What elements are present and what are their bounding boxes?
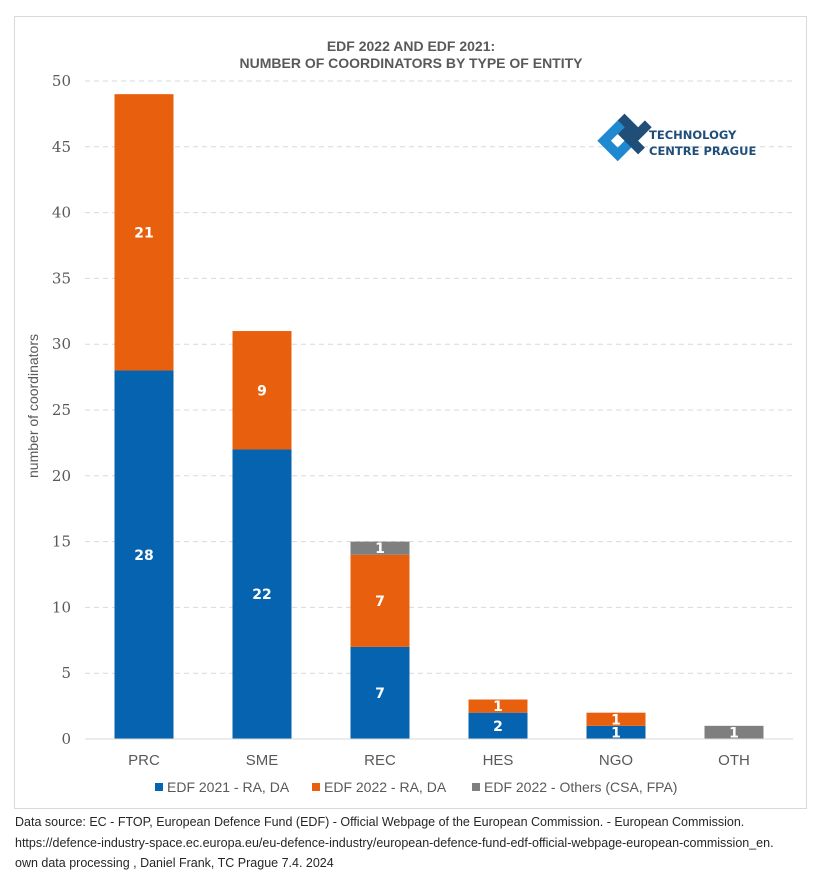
data-label: 9 [257, 383, 267, 399]
data-label: 1 [611, 725, 621, 741]
bar-segment-sme-series-0 [232, 449, 292, 739]
legend-label: EDF 2022 - Others (CSA, FPA) [484, 779, 677, 795]
data-label: 21 [134, 225, 153, 241]
legend-swatch [312, 783, 320, 791]
gridlines [85, 80, 793, 674]
y-tick-label: 10 [52, 598, 71, 616]
bar-segment-ngo-series-1 [586, 712, 646, 726]
y-tick-label: 50 [52, 72, 71, 90]
y-tick-label: 45 [52, 138, 71, 156]
chart: EDF 2022 AND EDF 2021: NUMBER OF COORDIN… [25, 38, 793, 795]
data-label: 1 [375, 541, 385, 557]
legend-swatch [472, 783, 480, 791]
x-tick-label: OTH [718, 752, 750, 769]
data-label: 2 [493, 719, 503, 735]
data-label: 22 [252, 587, 271, 603]
legend-label: EDF 2022 - RA, DA [324, 779, 447, 795]
bar-segment-sme-series-1 [232, 331, 292, 450]
bar-segment-oth-series-2 [704, 725, 764, 739]
x-tick-label: HES [483, 752, 514, 769]
data-label: 1 [611, 712, 621, 728]
bar-segment-rec-series-1 [350, 554, 410, 647]
logo: TECHNOLOGY CENTRE PRAGUE [597, 113, 756, 162]
legend-item: EDF 2022 - Others (CSA, FPA) [472, 779, 677, 795]
y-axis-ticks: 0 5 10 15 20 25 30 35 40 45 50 [52, 72, 71, 748]
y-axis-label: number of coordinators [25, 334, 41, 478]
chart-frame: EDF 2022 AND EDF 2021: NUMBER OF COORDIN… [14, 16, 807, 809]
y-tick-label: 0 [61, 730, 71, 748]
y-tick-label: 30 [52, 335, 71, 353]
legend: EDF 2021 - RA, DA EDF 2022 - RA, DA EDF 20… [155, 779, 677, 795]
data-label: 28 [134, 548, 153, 564]
bar-segment-hes-series-1 [468, 699, 528, 713]
y-tick-label: 5 [61, 664, 71, 682]
source-line-1: Data source: EC - FTOP, European Defence… [15, 815, 745, 829]
y-tick-label: 25 [52, 401, 71, 419]
x-tick-label: SME [246, 752, 279, 769]
bar-segment-rec-series-0 [350, 646, 410, 739]
y-tick-label: 35 [52, 269, 71, 287]
y-tick-label: 15 [52, 533, 71, 551]
x-tick-label: PRC [128, 752, 160, 769]
x-axis-ticks: PRC SME REC HES NGO OTH [128, 752, 750, 769]
source-note: Data source: EC - FTOP, European Defence… [15, 812, 815, 874]
data-label: 1 [493, 699, 503, 715]
logo-text-line-1: TECHNOLOGY [649, 128, 737, 142]
data-label: 7 [375, 686, 385, 702]
tc-prague-logo-icon [597, 113, 652, 162]
source-line-3: own data processing , Daniel Frank, TC P… [15, 856, 334, 870]
bar-segment-prc-series-1 [114, 94, 174, 371]
y-tick-label: 40 [52, 204, 71, 222]
x-tick-label: REC [364, 752, 396, 769]
bar-segment-prc-series-0 [114, 370, 174, 739]
legend-swatch [155, 783, 163, 791]
data-label: 7 [375, 594, 385, 610]
chart-title-line-2: NUMBER OF COORDINATORS BY TYPE OF ENTITY [239, 55, 583, 71]
data-label: 1 [729, 725, 739, 741]
source-line-2: https://defence-industry-space.ec.europa… [15, 835, 774, 850]
legend-item: EDF 2022 - RA, DA [312, 779, 447, 795]
legend-label: EDF 2021 - RA, DA [167, 779, 290, 795]
chart-title-line-1: EDF 2022 AND EDF 2021: [327, 38, 495, 54]
x-tick-label: NGO [599, 752, 633, 769]
bar-segment-hes-series-0 [468, 712, 528, 739]
logo-text-line-2: CENTRE PRAGUE [649, 144, 756, 158]
y-tick-label: 20 [52, 467, 71, 485]
bar-segment-rec-series-2 [350, 541, 410, 555]
legend-item: EDF 2021 - RA, DA [155, 779, 290, 795]
chart-title: EDF 2022 AND EDF 2021: NUMBER OF COORDIN… [239, 38, 583, 71]
bar-segment-ngo-series-0 [586, 725, 646, 739]
